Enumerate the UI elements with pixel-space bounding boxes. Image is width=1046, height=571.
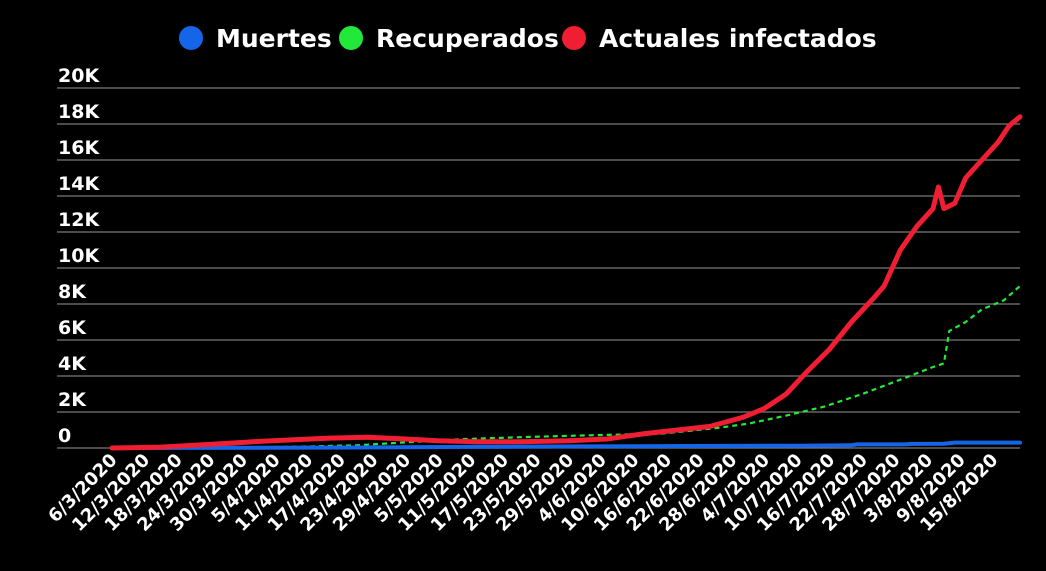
y-tick-label: 6K bbox=[58, 317, 87, 339]
legend-marker bbox=[562, 26, 586, 50]
y-tick-label: 14K bbox=[58, 173, 100, 195]
y-axis-ticks: 0 2K 4K 6K 8K 10K 12K 14K 16K 18K 20K bbox=[58, 65, 100, 447]
legend-label: Muertes bbox=[216, 24, 332, 53]
y-tick-label: 2K bbox=[58, 389, 87, 411]
y-tick-label: 4K bbox=[58, 353, 87, 375]
chart-legend: Muertes Recuperados Actuales infectados bbox=[179, 24, 877, 53]
chart-grid bbox=[57, 87, 1020, 449]
chart-series bbox=[109, 114, 1023, 451]
y-tick-label: 8K bbox=[58, 281, 87, 303]
legend-label: Actuales infectados bbox=[599, 24, 877, 53]
y-tick-label: 12K bbox=[58, 209, 100, 231]
series-line-actuales-infectados bbox=[109, 114, 1023, 451]
y-tick-label: 0 bbox=[58, 425, 71, 447]
legend-marker bbox=[339, 26, 363, 50]
y-tick-label: 16K bbox=[58, 137, 100, 159]
y-tick-label: 18K bbox=[58, 101, 100, 123]
y-tick-label: 20K bbox=[58, 65, 100, 87]
series-line-muertes bbox=[110, 440, 1022, 450]
legend-label: Recuperados bbox=[376, 24, 559, 53]
legend-marker bbox=[179, 26, 203, 50]
y-tick-label: 10K bbox=[58, 245, 100, 267]
